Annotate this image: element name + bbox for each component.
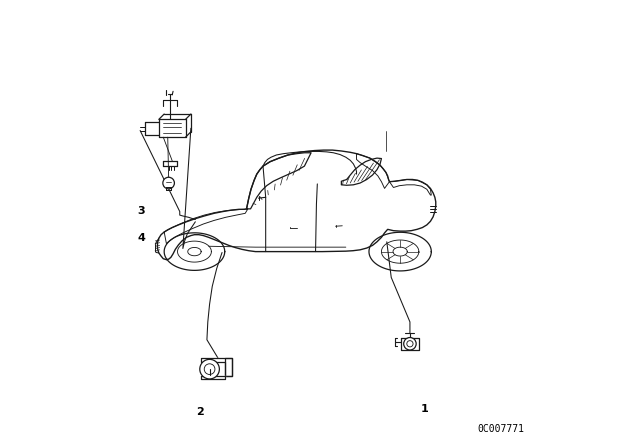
Polygon shape	[201, 358, 232, 376]
Text: 4: 4	[137, 233, 145, 243]
Polygon shape	[401, 337, 419, 350]
Polygon shape	[341, 158, 381, 185]
Text: 0C007771: 0C007771	[478, 424, 525, 434]
Circle shape	[163, 177, 175, 189]
Polygon shape	[246, 153, 311, 209]
Text: 2: 2	[196, 407, 204, 417]
Text: 3: 3	[137, 206, 145, 215]
Circle shape	[404, 337, 416, 350]
Circle shape	[200, 359, 220, 379]
Text: 1: 1	[420, 404, 429, 414]
Polygon shape	[201, 376, 225, 379]
